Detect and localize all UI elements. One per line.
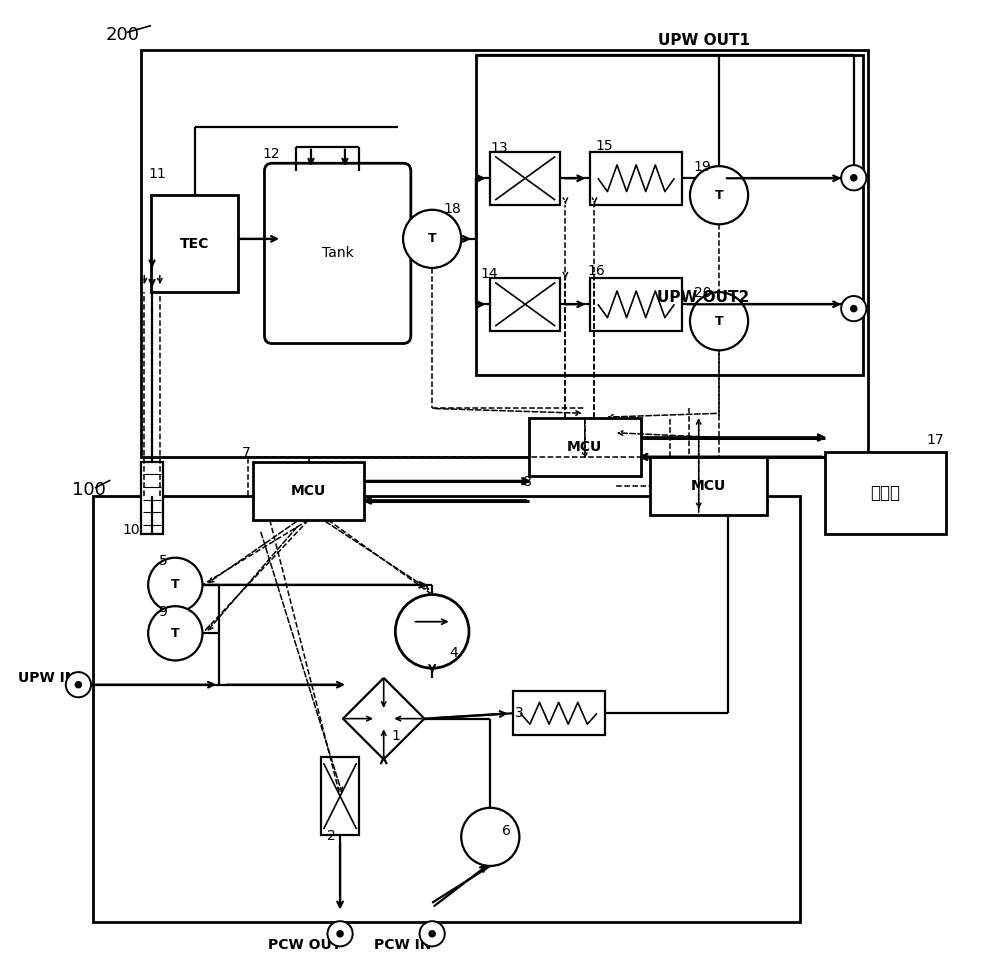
Text: PCW OUT: PCW OUT [268, 938, 341, 953]
Text: 11: 11 [148, 167, 166, 181]
Circle shape [148, 558, 202, 612]
Circle shape [148, 607, 202, 660]
Text: 12: 12 [263, 148, 280, 161]
Bar [151, 195, 238, 293]
Bar [590, 152, 682, 205]
Bar [93, 496, 800, 922]
Circle shape [327, 921, 353, 947]
Circle shape [690, 166, 748, 225]
FancyBboxPatch shape [264, 163, 411, 343]
Text: PCW IN: PCW IN [374, 938, 432, 953]
Bar [529, 418, 641, 476]
Text: 200: 200 [106, 25, 140, 44]
Bar [825, 452, 946, 535]
Circle shape [841, 296, 866, 321]
Text: 2: 2 [327, 829, 336, 843]
Circle shape [420, 921, 445, 947]
Bar [141, 50, 868, 457]
Circle shape [461, 808, 519, 866]
Bar [253, 462, 364, 520]
Text: UPW OUT2: UPW OUT2 [657, 290, 750, 305]
Bar [513, 691, 605, 735]
Text: 3: 3 [515, 706, 523, 719]
Text: 14: 14 [481, 266, 498, 281]
Text: 16: 16 [587, 263, 605, 278]
Circle shape [850, 174, 858, 182]
Bar [141, 462, 163, 535]
Bar [590, 278, 682, 330]
Text: 8: 8 [523, 475, 532, 489]
Text: 17: 17 [926, 434, 944, 447]
Circle shape [403, 210, 461, 268]
Circle shape [336, 930, 344, 938]
Text: 5: 5 [159, 554, 168, 569]
Text: MCU: MCU [567, 440, 602, 454]
Circle shape [841, 165, 866, 191]
Text: UPW OUT1: UPW OUT1 [658, 33, 750, 48]
Text: T: T [715, 189, 723, 202]
Circle shape [850, 305, 858, 312]
Circle shape [428, 930, 436, 938]
Bar [476, 54, 863, 374]
Text: 7: 7 [242, 446, 251, 460]
Bar [321, 757, 359, 835]
Text: 100: 100 [72, 481, 105, 500]
Text: 20: 20 [694, 286, 711, 300]
Bar [650, 457, 767, 515]
Circle shape [395, 595, 469, 668]
Text: 上位机: 上位机 [870, 484, 900, 503]
Text: UPW IN: UPW IN [18, 671, 77, 685]
Circle shape [66, 672, 91, 697]
Text: 19: 19 [694, 160, 712, 174]
Circle shape [75, 681, 82, 688]
Text: 10: 10 [122, 524, 140, 538]
Text: T: T [171, 578, 180, 591]
Text: 9: 9 [158, 605, 167, 619]
Text: MCU: MCU [291, 484, 326, 498]
Text: T: T [428, 232, 436, 245]
Text: 1: 1 [391, 729, 400, 743]
Text: TEC: TEC [180, 237, 209, 251]
Text: 13: 13 [490, 141, 508, 155]
Bar [490, 152, 560, 205]
Text: 4: 4 [450, 645, 458, 660]
Circle shape [690, 293, 748, 350]
Text: 6: 6 [502, 824, 511, 838]
Text: 18: 18 [444, 201, 462, 216]
Bar [490, 278, 560, 330]
Text: MCU: MCU [691, 479, 726, 493]
Text: T: T [715, 315, 723, 328]
Text: Tank: Tank [322, 246, 354, 260]
Text: 15: 15 [595, 139, 613, 153]
Text: T: T [171, 627, 180, 640]
